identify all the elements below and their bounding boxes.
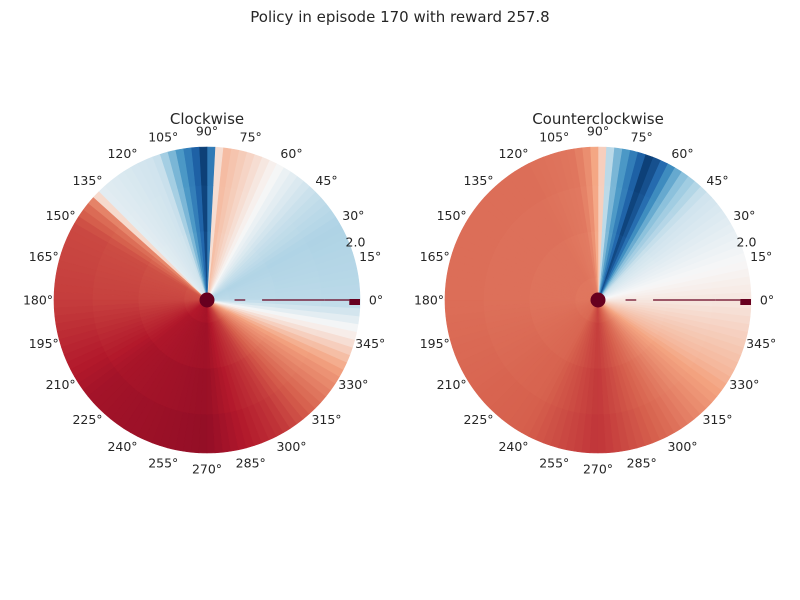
figure-title: Policy in episode 170 with reward 257.8 — [250, 8, 550, 26]
theta-tick-label: 0° — [369, 293, 383, 308]
reference-bar — [740, 299, 751, 305]
theta-tick-label: 150° — [437, 208, 467, 223]
theta-tick-label: 15° — [750, 249, 772, 264]
polar-panel-clockwise: Clockwise 0° 15° 30° 45° 60° 75° 90° 105° 120° 13… — [23, 110, 385, 477]
polar-panel-counterclockwise: Counterclockwise 0° 15° 30° 45° 60° 75° 90° 105… — [414, 110, 776, 477]
theta-tick-label: 300° — [276, 439, 306, 454]
theta-tick-label: 30° — [733, 208, 755, 223]
panel-title-counterclockwise: Counterclockwise — [532, 110, 664, 128]
theta-tick-label: 255° — [148, 456, 178, 471]
theta-tick-label: 120° — [498, 146, 528, 161]
agent-marker — [590, 292, 606, 308]
theta-tick-label: 195° — [420, 336, 450, 351]
theta-tick-label: 135° — [72, 173, 102, 188]
theta-tick-label: 165° — [420, 249, 450, 264]
theta-tick-label: 330° — [338, 377, 368, 392]
theta-tick-label: 60° — [671, 146, 693, 161]
theta-tick-label: 90° — [587, 124, 609, 139]
theta-tick-label: 45° — [315, 173, 337, 188]
theta-tick-label: 0° — [760, 293, 774, 308]
theta-tick-label: 75° — [240, 129, 262, 144]
theta-tick-label: 315° — [311, 412, 341, 427]
radial-tick-label: 2.0 — [346, 235, 366, 250]
theta-tick-label: 15° — [359, 249, 381, 264]
theta-tick-label: 30° — [342, 208, 364, 223]
theta-tick-label: 270° — [583, 462, 613, 477]
theta-tick-label: 300° — [667, 439, 697, 454]
theta-tick-label: 270° — [192, 462, 222, 477]
theta-tick-label: 180° — [414, 293, 444, 308]
theta-tick-label: 240° — [498, 439, 528, 454]
theta-tick-label: 105° — [539, 129, 569, 144]
theta-tick-label: 225° — [463, 412, 493, 427]
theta-tick-label: 240° — [107, 439, 137, 454]
panel-title-clockwise: Clockwise — [170, 110, 244, 128]
theta-tick-label: 210° — [46, 377, 76, 392]
theta-tick-label: 165° — [29, 249, 59, 264]
theta-tick-label: 195° — [29, 336, 59, 351]
theta-tick-label: 345° — [746, 336, 776, 351]
theta-tick-label: 120° — [107, 146, 137, 161]
theta-tick-label: 135° — [463, 173, 493, 188]
theta-tick-label: 105° — [148, 129, 178, 144]
agent-marker — [199, 292, 215, 308]
theta-tick-label: 180° — [23, 293, 53, 308]
theta-tick-label: 330° — [729, 377, 759, 392]
theta-tick-label: 315° — [702, 412, 732, 427]
theta-tick-label: 90° — [196, 124, 218, 139]
theta-tick-label: 255° — [539, 456, 569, 471]
radial-tick-label: 2.0 — [737, 235, 757, 250]
theta-tick-label: 225° — [72, 412, 102, 427]
theta-tick-label: 285° — [236, 456, 266, 471]
theta-tick-label: 210° — [437, 377, 467, 392]
theta-tick-label: 285° — [627, 456, 657, 471]
theta-tick-label: 60° — [280, 146, 302, 161]
reference-bar — [349, 299, 360, 305]
theta-tick-label: 45° — [706, 173, 728, 188]
theta-tick-label: 345° — [355, 336, 385, 351]
theta-tick-label: 75° — [631, 129, 653, 144]
theta-tick-label: 150° — [46, 208, 76, 223]
